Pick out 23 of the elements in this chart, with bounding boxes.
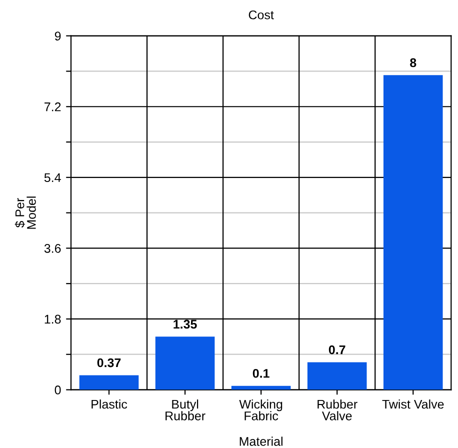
y-tick-label: 7.2 <box>44 102 61 112</box>
data-label: 0.1 <box>252 368 270 378</box>
chart-title: Cost <box>248 10 274 20</box>
bar <box>155 336 215 390</box>
data-label: 0.7 <box>328 345 346 354</box>
x-tick-label: Wicking Fabric <box>239 399 282 420</box>
x-tick-label: Rubber Valve <box>318 399 358 420</box>
x-tick-label: Butyl Rubber <box>166 399 206 420</box>
data-label: 1.35 <box>174 320 197 329</box>
bar <box>79 375 139 390</box>
x-tick-label: Plastic <box>92 399 128 409</box>
y-tick-label: 5.4 <box>44 173 61 182</box>
y-tick-label: 3.6 <box>44 244 61 253</box>
data-label: 0.37 <box>97 358 121 368</box>
bar <box>307 362 367 390</box>
y-tick-label: 1.8 <box>44 314 61 324</box>
bar <box>383 75 443 390</box>
x-axis-title: Material <box>240 436 282 446</box>
data-label: 8 <box>410 58 416 68</box>
y-tick-label: 9 <box>54 32 61 40</box>
y-axis-title: $ Per Model <box>14 196 36 229</box>
y-tick-label: 0 <box>54 386 61 394</box>
x-tick-label: Twist Valve <box>382 399 444 409</box>
